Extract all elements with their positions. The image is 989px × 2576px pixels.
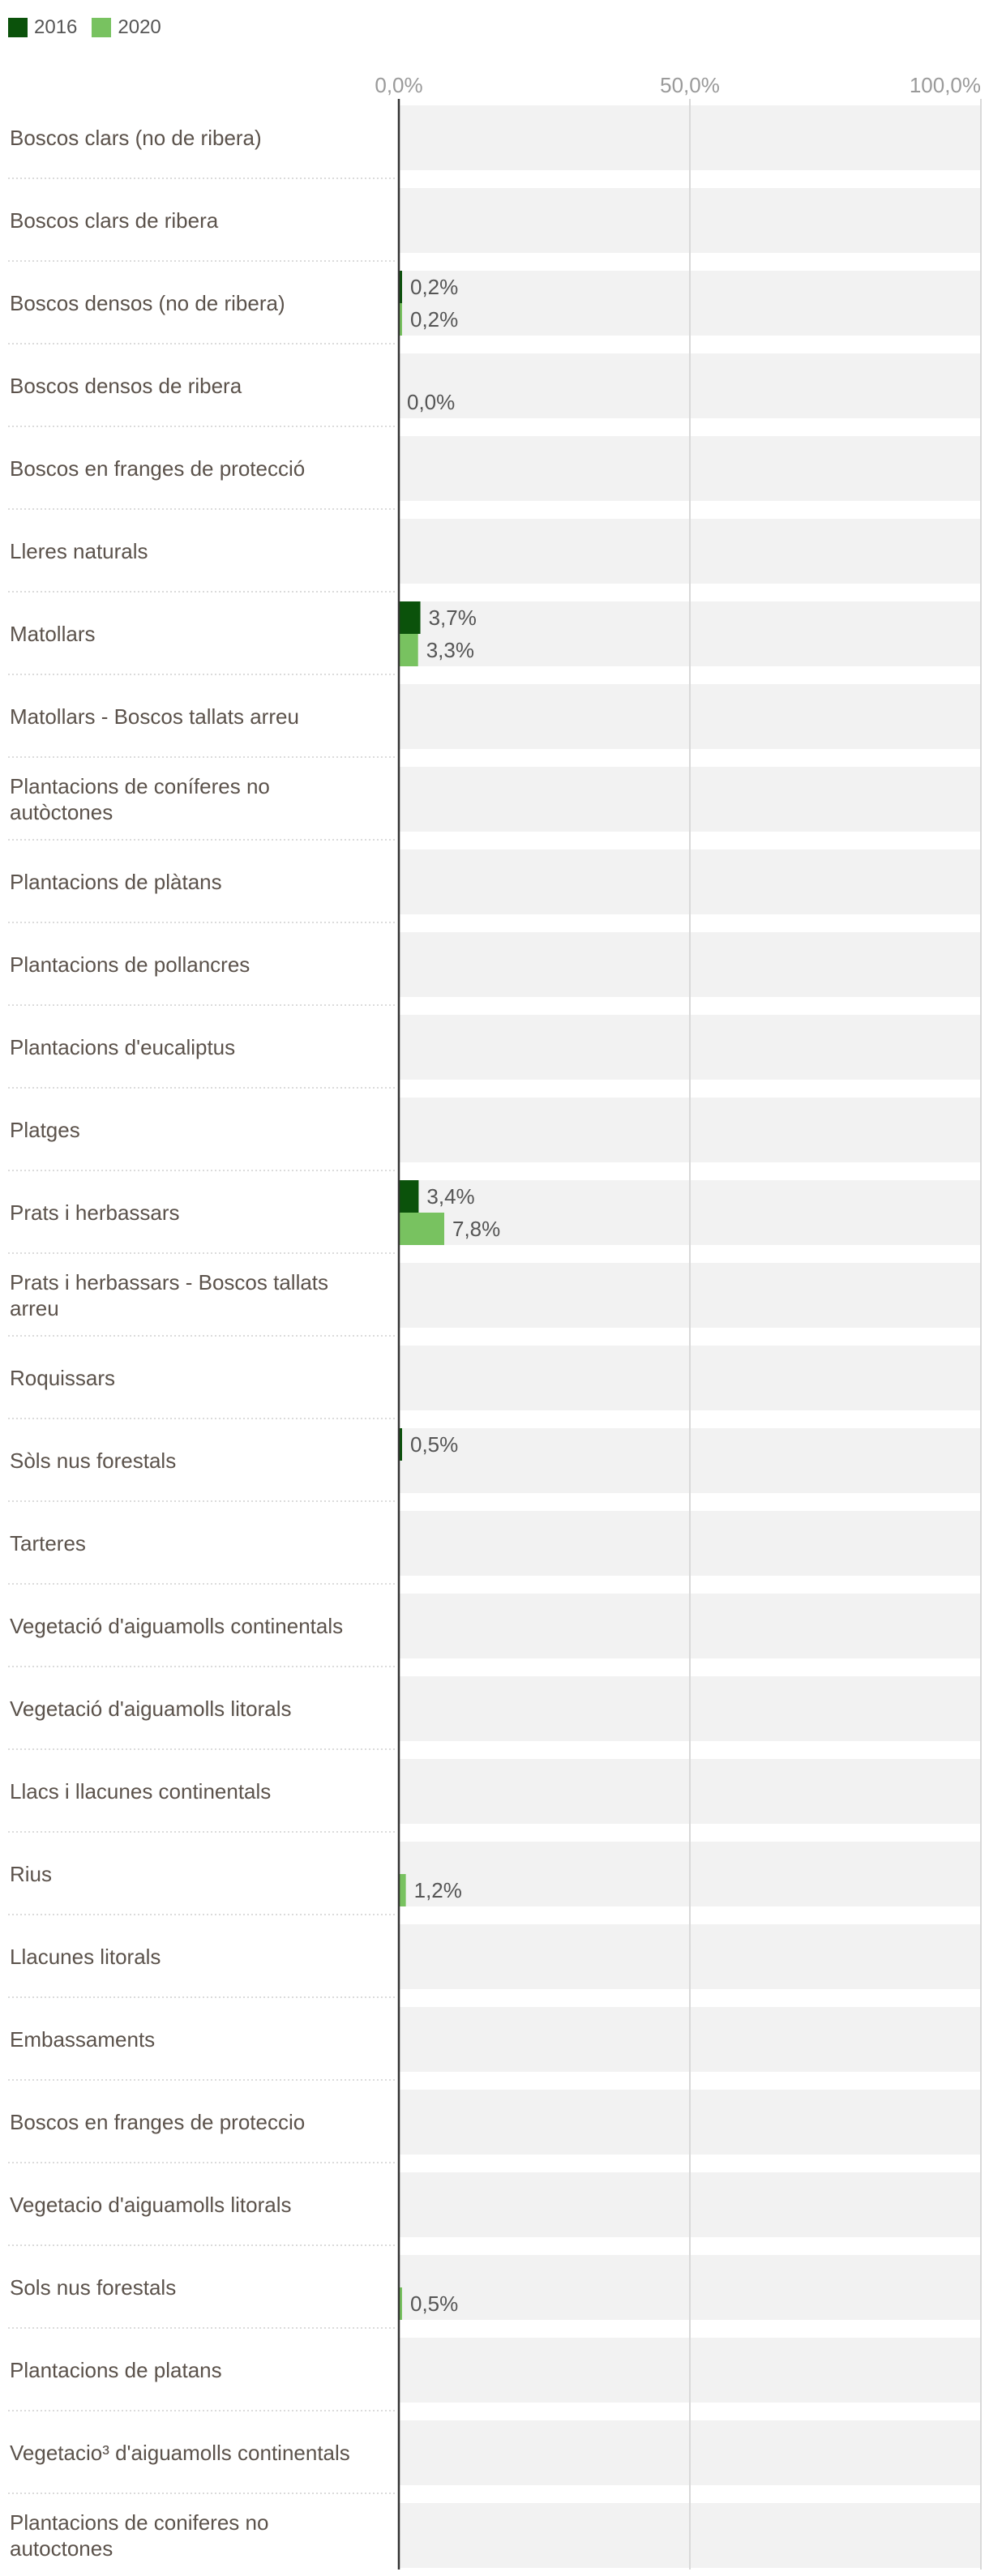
- category-label: Plantacions de pollancres: [10, 952, 250, 977]
- category-label: Plantacions de coniferes no: [10, 2510, 268, 2535]
- category-label: Llacunes litorals: [10, 1945, 161, 1969]
- category-label: Embassaments: [10, 2027, 155, 2052]
- category-label: Boscos densos de ribera: [10, 374, 242, 398]
- category-label: arreu: [10, 1296, 59, 1320]
- category-label: autoctones: [10, 2536, 113, 2561]
- category-label: Matollars: [10, 622, 95, 646]
- legend-item-2020[interactable]: 2020: [92, 16, 161, 39]
- category-label: Vegetacio³ d'aiguamolls continentals: [10, 2441, 350, 2465]
- value-label-2020: 0,2%: [410, 307, 458, 332]
- value-label-2020: 1,2%: [414, 1878, 462, 1902]
- category-label: Plantacions de coníferes no: [10, 774, 270, 798]
- value-label-2020: 7,8%: [452, 1217, 500, 1241]
- category-label: Plantacions de platans: [10, 2358, 222, 2382]
- value-label-2016: 3,4%: [426, 1184, 474, 1209]
- category-label: Platges: [10, 1118, 80, 1142]
- category-label: Boscos en franges de proteccio: [10, 2110, 305, 2134]
- value-label-2020: 3,3%: [426, 638, 474, 662]
- legend: 2016 2020: [8, 15, 176, 41]
- value-label-2020: 0,0%: [407, 390, 455, 414]
- bar-2016[interactable]: [399, 601, 421, 634]
- bar-2020[interactable]: [399, 303, 402, 336]
- value-label-2016: 0,5%: [410, 1432, 458, 1457]
- x-tick-label: 50,0%: [660, 73, 720, 97]
- bar-2016[interactable]: [399, 1428, 402, 1461]
- category-label: Matollars - Boscos tallats arreu: [10, 704, 299, 729]
- category-label: Boscos clars (no de ribera): [10, 126, 262, 150]
- legend-swatch-2020: [92, 18, 112, 37]
- legend-swatch-2016: [8, 18, 28, 37]
- x-tick-label: 100,0%: [910, 73, 981, 97]
- value-label-2020: 0,5%: [410, 2291, 458, 2316]
- category-label: Plantacions d'eucaliptus: [10, 1035, 235, 1059]
- bar-2016[interactable]: [399, 271, 402, 303]
- category-label: autòctones: [10, 800, 113, 824]
- category-label: Boscos en franges de protecció: [10, 456, 305, 481]
- category-label: Vegetacio d'aiguamolls litorals: [10, 2193, 292, 2217]
- category-label: Prats i herbassars - Boscos tallats: [10, 1270, 328, 1294]
- value-label-2016: 0,2%: [410, 275, 458, 299]
- value-label-2016: 3,7%: [429, 605, 477, 630]
- bar-2020[interactable]: [399, 634, 418, 666]
- legend-label-2016: 2016: [34, 16, 78, 38]
- x-tick-label: 0,0%: [375, 73, 422, 97]
- category-label: Vegetació d'aiguamolls continentals: [10, 1614, 343, 1638]
- category-label: Boscos densos (no de ribera): [10, 291, 285, 315]
- bar-2016[interactable]: [399, 1180, 419, 1213]
- category-label: Prats i herbassars: [10, 1200, 180, 1225]
- category-label: Sòls nus forestals: [10, 1448, 176, 1473]
- category-label: Llacs i llacunes continentals: [10, 1779, 271, 1804]
- category-label: Lleres naturals: [10, 539, 148, 563]
- bar-2020[interactable]: [399, 2287, 402, 2320]
- category-label: Sols nus forestals: [10, 2275, 176, 2300]
- category-label: Rius: [10, 1862, 52, 1886]
- category-label: Plantacions de plàtans: [10, 870, 222, 894]
- bar-2020[interactable]: [399, 1874, 406, 1906]
- category-label: Roquissars: [10, 1366, 115, 1390]
- legend-item-2016[interactable]: 2016: [8, 16, 77, 39]
- category-label: Boscos clars de ribera: [10, 208, 219, 233]
- category-label: Tarteres: [10, 1531, 86, 1555]
- legend-label-2020: 2020: [118, 16, 161, 38]
- bar-2020[interactable]: [399, 1213, 445, 1245]
- category-label: Vegetació d'aiguamolls litorals: [10, 1697, 292, 1721]
